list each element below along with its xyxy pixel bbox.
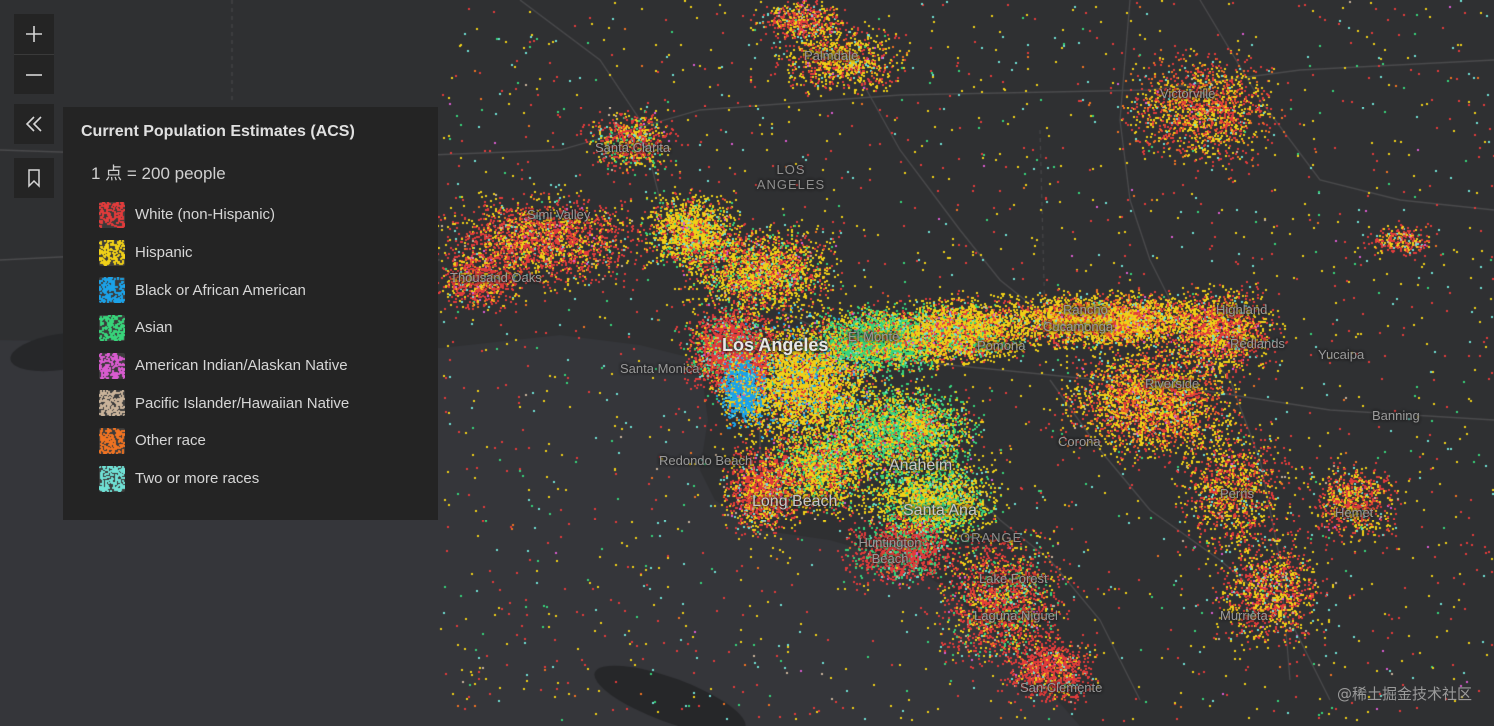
label-san-clemente: San Clemente [1020, 680, 1103, 695]
legend-swatch [99, 465, 125, 492]
legend-panel: Current Population Estimates (ACS) 1 点 =… [63, 107, 438, 520]
legend-swatch [99, 239, 125, 266]
zoom-control [14, 14, 54, 94]
label-redondo-beach: Redondo Beach [659, 453, 753, 468]
legend-swatch [99, 201, 125, 228]
legend-swatch [99, 427, 125, 454]
double-chevron-left-icon [25, 116, 42, 132]
label-santa-monica: Santa Monica [620, 361, 700, 376]
plus-icon [26, 26, 42, 42]
label-yucaipa: Yucaipa [1318, 347, 1365, 362]
watermark: @稀土掘金技术社区 [1336, 685, 1472, 703]
zoom-out-button[interactable] [14, 54, 54, 94]
label-laguna-niguel: Laguna Niguel [974, 608, 1058, 623]
minus-icon [26, 73, 42, 76]
label-riverside: Riverside [1145, 376, 1200, 391]
label-lake-forest: Lake Forest [979, 571, 1048, 586]
label-cucamonga: Cucamonga [1043, 319, 1114, 334]
legend-items: White (non-Hispanic) Hispanic Black or A… [81, 196, 420, 498]
bookmark-icon [28, 169, 40, 188]
label-hemet: Hemet [1335, 505, 1374, 520]
legend-item-label: Black or African American [135, 281, 306, 299]
legend-item: Hispanic [99, 234, 420, 272]
legend-item: Black or African American [99, 271, 420, 309]
label-highland: Highland [1216, 302, 1268, 317]
legend-item-label: White (non-Hispanic) [135, 206, 276, 224]
label-el-monte: El Monte [848, 329, 900, 344]
legend-swatch [99, 277, 125, 304]
label-palmdale: Palmdale [804, 48, 859, 63]
legend-item: American Indian/Alaskan Native [99, 347, 420, 385]
legend-item: Two or more races [99, 460, 420, 498]
label-santa-ana: Santa Ana [903, 502, 977, 519]
label-los-angeles-county: LOS ANGELES [756, 162, 826, 192]
label-long-beach: Long Beach [752, 493, 838, 510]
label-redlands: Redlands [1230, 336, 1285, 351]
legend-item: Asian [99, 309, 420, 347]
label-banning: Banning [1372, 408, 1420, 423]
legend-item-label: Other race [135, 432, 206, 450]
label-rancho: Rancho [1063, 302, 1108, 317]
label-orange-county: ORANGE [960, 530, 1023, 545]
label-corona: Corona [1058, 434, 1101, 449]
legend-item-label: Hispanic [135, 244, 193, 262]
legend-item: Pacific Islander/Hawaiian Native [99, 384, 420, 422]
legend-swatch [99, 390, 125, 417]
label-thousand-oaks: Thousand Oaks [450, 270, 542, 285]
label-murrieta: Murrieta [1220, 608, 1268, 623]
label-huntington-beach: Huntington Beach [858, 535, 922, 566]
legend-item-label: American Indian/Alaskan Native [135, 357, 348, 375]
label-perris: Perris [1220, 486, 1254, 501]
collapse-legend-button[interactable] [14, 104, 54, 144]
label-pomona: Pomona [977, 338, 1026, 353]
label-santa-clarita: Santa Clarita [595, 140, 671, 155]
legend-item-label: Asian [135, 319, 173, 337]
legend-item: White (non-Hispanic) [99, 196, 420, 234]
label-victorville: Victorville [1160, 86, 1216, 101]
label-anaheim: Anaheim [889, 457, 953, 474]
legend-swatch [99, 352, 125, 379]
legend-item: Other race [99, 422, 420, 460]
legend-scale: 1 点 = 200 people [91, 164, 226, 183]
legend-item-label: Pacific Islander/Hawaiian Native [135, 394, 350, 412]
legend-item-label: Two or more races [135, 470, 260, 488]
label-los-angeles-city: Los Angeles [722, 335, 829, 355]
zoom-in-button[interactable] [14, 14, 54, 54]
legend-swatch [99, 314, 125, 341]
legend-title: Current Population Estimates (ACS) [81, 123, 355, 140]
bookmark-button[interactable] [14, 158, 54, 198]
label-simi-valley: Simi Valley [527, 207, 591, 222]
